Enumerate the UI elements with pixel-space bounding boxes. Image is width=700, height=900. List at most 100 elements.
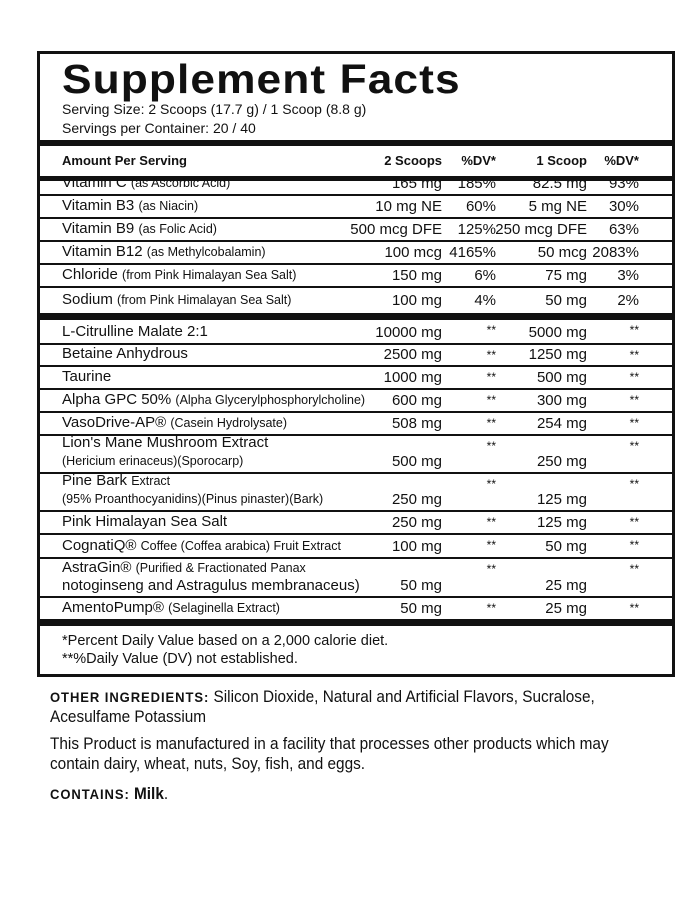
contains-end: . bbox=[163, 785, 169, 803]
nutrient-name: Pink Himalayan Sea Salt bbox=[62, 513, 227, 531]
supplement-facts-panel: Supplement Facts Serving Size: 2 Scoops … bbox=[37, 51, 675, 677]
contains-label: CONTAINS: bbox=[50, 786, 130, 802]
dv-1-scoop: ** bbox=[629, 439, 639, 453]
nutrient-row: Vitamin B9 (as Folic Acid) 500 mcg DFE 125… bbox=[40, 219, 672, 242]
nutrient-name: Taurine bbox=[62, 368, 111, 386]
header-2-scoops: 2 Scoops bbox=[384, 153, 442, 168]
other-ingredients: OTHER INGREDIENTS: Silicon Dioxide, Natu… bbox=[50, 687, 627, 727]
nutrient-name: AstraGin® (Purified & Fractionated Panax… bbox=[62, 559, 360, 594]
nutrient-row: Sodium (from Pink Himalayan Sea Salt) 100… bbox=[40, 288, 672, 311]
dv-1-scoop: 30% bbox=[608, 198, 639, 215]
nutrient-row: Vitamin B3 (as Niacin) 10 mg NE 60% 5 mg NE… bbox=[40, 196, 672, 219]
nutrient-name: AmentoPump® (Selaginella Extract) bbox=[62, 599, 280, 617]
name-main: L-Citrulline Malate 2:1 bbox=[62, 323, 208, 340]
nutrient-row: Pine Bark Extract (95% Proanthocyanidins)… bbox=[40, 472, 672, 512]
nutrient-name: CognatiQ® Coffee (Coffea arabica) Fruit … bbox=[62, 537, 341, 555]
name-main: Pine Bark bbox=[62, 472, 128, 489]
dv-1-scoop: ** bbox=[629, 601, 639, 615]
amount-2-scoops: 100 mcg bbox=[384, 244, 442, 261]
nutrient-row: AmentoPump® (Selaginella Extract) 50 mg **… bbox=[40, 598, 672, 619]
dv-2-scoops: ** bbox=[486, 538, 496, 552]
name-sub: Coffee (Coffea arabica) Fruit Extract bbox=[140, 539, 341, 553]
dv-2-scoops: ** bbox=[486, 477, 496, 491]
name-sub: (as Methylcobalamin) bbox=[146, 245, 266, 259]
amount-2-scoops: 50 mg bbox=[400, 577, 442, 594]
servings-per-container: Servings per Container: 20 / 40 bbox=[62, 120, 256, 136]
amount-2-scoops: 600 mg bbox=[391, 392, 442, 409]
header-1-scoop: 1 Scoop bbox=[536, 153, 587, 168]
ingredients-section: L-Citrulline Malate 2:1 10000 mg ** 5000 m… bbox=[40, 320, 672, 619]
dv-1-scoop: 2% bbox=[617, 292, 639, 309]
name-main: VasoDrive-AP® bbox=[62, 414, 167, 431]
amount-1-scoop: 250 mcg DFE bbox=[495, 221, 587, 238]
nutrient-row: L-Citrulline Malate 2:1 10000 mg ** 5000 m… bbox=[40, 320, 672, 345]
nutrient-name: VasoDrive-AP® (Casein Hydrolysate) bbox=[62, 414, 287, 432]
name-line2: notoginseng and Astragulus membranaceus) bbox=[62, 577, 360, 594]
name-sub: (Selaginella Extract) bbox=[168, 601, 280, 615]
amount-2-scoops: 100 mg bbox=[391, 292, 442, 309]
column-header: Amount Per Serving 2 Scoops %DV* 1 Scoop… bbox=[40, 140, 672, 181]
other-ingredients-label: OTHER INGREDIENTS: bbox=[50, 689, 210, 705]
dv-1-scoop: 2083% bbox=[592, 244, 639, 261]
amount-2-scoops: 250 mg bbox=[391, 491, 442, 508]
contains-statement: CONTAINS: Milk. bbox=[50, 784, 627, 804]
nutrient-row: Alpha GPC 50% (Alpha Glycerylphosphorylc… bbox=[40, 390, 672, 413]
dv-2-scoops: ** bbox=[486, 601, 496, 615]
name-main: Taurine bbox=[62, 368, 112, 385]
dv-1-scoop: ** bbox=[629, 477, 639, 491]
amount-1-scoop: 5000 mg bbox=[528, 324, 587, 341]
nutrient-name: Vitamin B3 (as Niacin) bbox=[62, 197, 198, 215]
amount-1-scoop: 250 mg bbox=[536, 453, 587, 470]
contains-value: Milk bbox=[134, 785, 164, 803]
dv-2-scoops: ** bbox=[486, 416, 496, 430]
name-main: Vitamin B3 bbox=[62, 197, 135, 214]
amount-2-scoops: 500 mg bbox=[391, 453, 442, 470]
name-main: Alpha GPC 50% bbox=[62, 391, 172, 408]
amount-2-scoops: 100 mg bbox=[391, 538, 442, 555]
name-main: AstraGin® bbox=[62, 559, 132, 576]
amount-1-scoop: 300 mg bbox=[536, 392, 587, 409]
name-main: Vitamin C bbox=[62, 174, 127, 191]
amount-1-scoop: 50 mg bbox=[545, 538, 587, 555]
amount-2-scoops: 508 mg bbox=[391, 415, 442, 432]
nutrient-name: Lion's Mane Mushroom Extract (Hericium e… bbox=[62, 434, 268, 470]
amount-2-scoops: 2500 mg bbox=[383, 346, 442, 363]
nutrient-row: VasoDrive-AP® (Casein Hydrolysate) 508 mg… bbox=[40, 413, 672, 436]
amount-2-scoops: 165 mg bbox=[391, 175, 442, 192]
name-main: Vitamin B12 bbox=[62, 243, 143, 260]
dv-2-scoops: ** bbox=[486, 348, 496, 362]
amount-1-scoop: 50 mcg bbox=[537, 244, 587, 261]
name-sub: (as Ascorbic Acid) bbox=[130, 176, 231, 190]
nutrient-name: Chloride (from Pink Himalayan Sea Salt) bbox=[62, 266, 296, 284]
name-sub: Extract bbox=[131, 474, 171, 488]
dv-2-scoops: ** bbox=[486, 439, 496, 453]
vitamins-section: Vitamin C (as Ascorbic Acid) 165 mg 185% 82… bbox=[40, 172, 672, 311]
dv-1-scoop: ** bbox=[629, 393, 639, 407]
header-dv-2: %DV* bbox=[604, 153, 639, 168]
amount-2-scoops: 500 mcg DFE bbox=[350, 221, 442, 238]
name-sub: (from Pink Himalayan Sea Salt) bbox=[122, 268, 297, 282]
header-amount: Amount Per Serving bbox=[62, 153, 187, 168]
dv-2-scoops: 185% bbox=[457, 175, 496, 192]
amount-2-scoops: 250 mg bbox=[391, 514, 442, 531]
other-ingredients-text: Silicon Dioxide, Natural and Artificial … bbox=[50, 688, 595, 726]
amount-1-scoop: 25 mg bbox=[545, 577, 587, 594]
dv-2-scoops: ** bbox=[486, 370, 496, 384]
nutrient-row: Pink Himalayan Sea Salt 250 mg ** 125 mg ** bbox=[40, 512, 672, 535]
dv-2-scoops: ** bbox=[486, 393, 496, 407]
facility-statement: This Product is manufactured in a facili… bbox=[50, 735, 609, 773]
nutrient-row: Vitamin B12 (as Methylcobalamin) 100 mcg 4… bbox=[40, 242, 672, 265]
name-sub: (from Pink Himalayan Sea Salt) bbox=[117, 293, 292, 307]
dv-2-scoops: ** bbox=[486, 323, 496, 337]
amount-1-scoop: 82.5 mg bbox=[532, 175, 587, 192]
amount-1-scoop: 50 mg bbox=[545, 292, 587, 309]
name-main: AmentoPump® bbox=[62, 599, 164, 616]
divider bbox=[40, 313, 672, 320]
dv-2-scoops: 4165% bbox=[449, 244, 496, 261]
dv-1-scoop: ** bbox=[629, 562, 639, 576]
amount-2-scoops: 1000 mg bbox=[383, 369, 442, 386]
amount-2-scoops: 150 mg bbox=[391, 267, 442, 284]
dv-2-scoops: ** bbox=[486, 515, 496, 529]
amount-1-scoop: 75 mg bbox=[545, 267, 587, 284]
footnote-not-established: **%Daily Value (DV) not established. bbox=[62, 651, 298, 667]
